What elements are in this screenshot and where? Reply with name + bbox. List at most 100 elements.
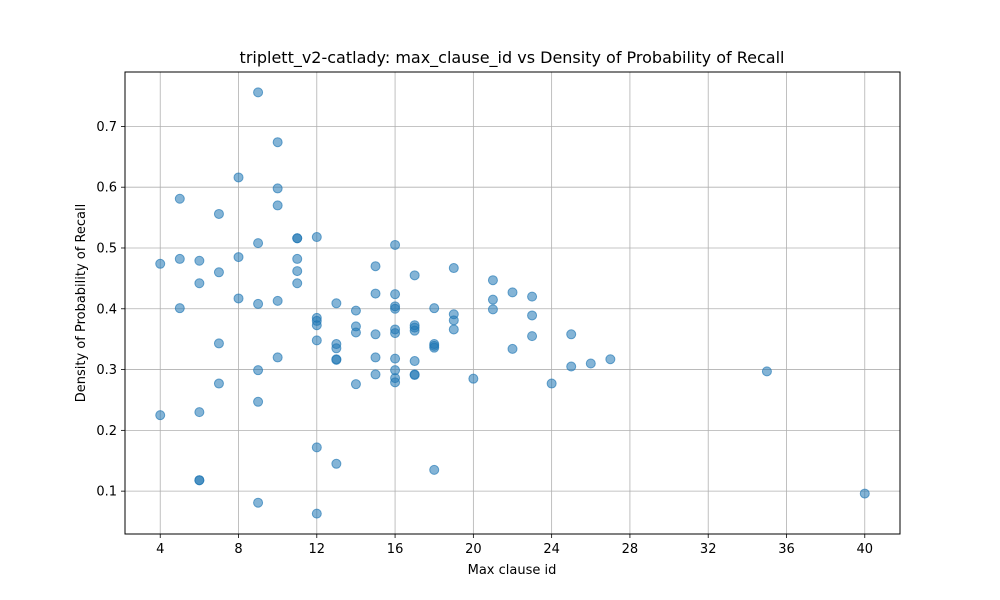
scatter-point: [605, 354, 616, 365]
data-points: [155, 87, 870, 519]
scatter-point: [409, 370, 420, 381]
x-axis-ticks: 4 8 12 16 20 24 28 32 36 40: [156, 534, 873, 557]
y-tick-label: 0.3: [96, 363, 117, 378]
scatter-point: [507, 343, 518, 354]
scatter-point: [272, 352, 283, 363]
scatter-point: [350, 379, 361, 390]
y-tick-label: 0.2: [96, 424, 117, 439]
x-tick-label: 28: [622, 542, 639, 557]
scatter-point: [213, 338, 224, 349]
scatter-point: [311, 335, 322, 346]
scatter-point: [272, 200, 283, 211]
x-tick-label: 20: [465, 542, 482, 557]
scatter-point: [311, 508, 322, 519]
scatter-point: [370, 288, 381, 299]
chart-title: triplett_v2-catlady: max_clause_id vs De…: [240, 48, 785, 68]
scatter-point: [507, 287, 518, 298]
scatter-point: [174, 253, 185, 264]
scatter-point: [370, 352, 381, 363]
scatter-point: [761, 366, 772, 377]
scatter-point: [253, 497, 264, 508]
x-tick-label: 24: [543, 542, 560, 557]
x-tick-label: 40: [856, 542, 873, 557]
x-tick-label: 16: [387, 542, 404, 557]
scatter-point: [194, 278, 205, 289]
scatter-point: [585, 358, 596, 369]
scatter-point: [292, 253, 303, 264]
x-tick-label: 36: [778, 542, 795, 557]
scatter-point: [194, 475, 205, 486]
scatter-point: [194, 255, 205, 266]
scatter-point: [331, 298, 342, 309]
scatter-point: [272, 137, 283, 148]
y-tick-label: 0.6: [96, 181, 117, 196]
scatter-point: [390, 328, 401, 339]
scatter-point: [409, 356, 420, 367]
plot-frame: [124, 71, 901, 535]
scatter-point: [546, 378, 557, 389]
scatter-point: [174, 193, 185, 204]
scatter-point: [233, 293, 244, 304]
scatter-point: [292, 233, 303, 244]
scatter-point: [390, 377, 401, 388]
scatter-point: [487, 294, 498, 305]
scatter-point: [213, 267, 224, 278]
scatter-point: [487, 304, 498, 315]
scatter-point: [174, 303, 185, 314]
y-tick-label: 0.4: [96, 302, 117, 317]
scatter-point: [350, 327, 361, 338]
scatter-point: [448, 324, 459, 335]
y-tick-label: 0.7: [96, 120, 117, 135]
scatter-point: [292, 266, 303, 277]
scatter-point: [253, 365, 264, 376]
scatter-point: [429, 342, 440, 353]
scatter-point: [253, 298, 264, 309]
scatter-point: [350, 305, 361, 316]
scatter-point: [409, 325, 420, 336]
scatter-point: [390, 303, 401, 314]
scatter-point: [292, 278, 303, 289]
scatter-point: [155, 258, 166, 269]
scatter-point: [213, 208, 224, 219]
scatter-point: [448, 315, 459, 326]
scatter-point: [409, 270, 420, 281]
scatter-point: [429, 464, 440, 475]
scatter-point: [253, 396, 264, 407]
scatter-point: [429, 303, 440, 314]
x-axis-label: Max clause id: [468, 563, 557, 578]
scatter-point: [859, 488, 870, 499]
scatter-point: [527, 310, 538, 321]
scatter-point: [390, 289, 401, 300]
scatter-point: [155, 410, 166, 421]
scatter-point: [527, 291, 538, 302]
scatter-point: [331, 343, 342, 354]
scatter-point: [527, 331, 538, 342]
scatter-point: [272, 295, 283, 306]
scatter-point: [311, 232, 322, 243]
scatter-point: [272, 183, 283, 194]
x-tick-label: 4: [156, 542, 164, 557]
y-tick-label: 0.5: [96, 241, 117, 256]
scatter-point: [370, 369, 381, 380]
scatter-point: [390, 353, 401, 364]
scatter-point: [311, 320, 322, 331]
scatter-point: [566, 329, 577, 340]
scatter-point: [311, 442, 322, 453]
scatter-point: [213, 378, 224, 389]
x-tick-label: 12: [309, 542, 326, 557]
scatter-point: [448, 263, 459, 274]
scatter-point: [370, 261, 381, 272]
scatter-point: [331, 354, 342, 365]
x-tick-label: 8: [234, 542, 242, 557]
scatter-point: [233, 172, 244, 183]
scatter-point: [487, 275, 498, 286]
scatter-point: [370, 329, 381, 340]
scatter-point: [331, 458, 342, 469]
y-tick-label: 0.1: [96, 485, 117, 500]
scatter-point: [468, 373, 479, 384]
scatter-point: [233, 252, 244, 263]
scatter-point: [253, 238, 264, 249]
scatter-point: [194, 407, 205, 418]
